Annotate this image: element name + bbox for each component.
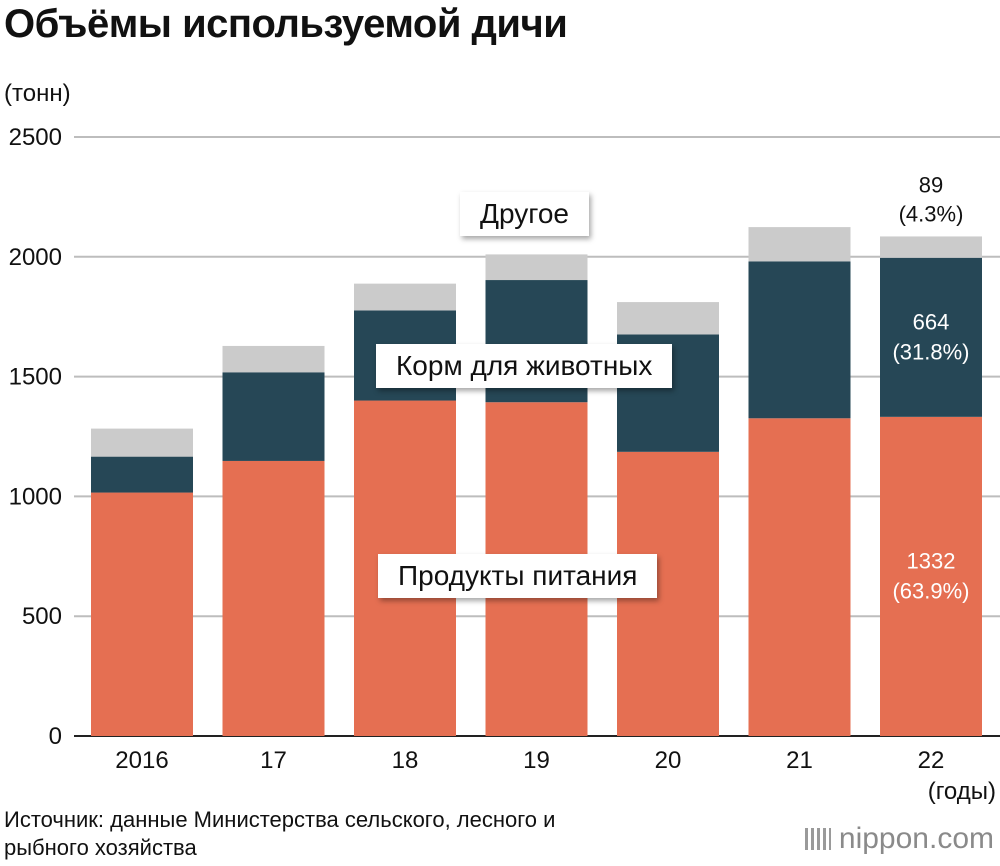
food-pct-label: (63.9%) [892, 578, 969, 603]
bar-segment-other [880, 236, 982, 258]
bar-segment-food [748, 418, 851, 736]
logo-bars-icon [804, 828, 831, 850]
legend-other: Другое [460, 192, 589, 236]
other-value-label: 89 [919, 172, 943, 197]
bar-segment-feed [222, 372, 325, 461]
brand-suffix: .com [928, 822, 994, 855]
y-tick-label: 2500 [9, 124, 62, 151]
y-unit-label: (тонн) [4, 80, 71, 107]
x-tick-label: 21 [786, 747, 813, 774]
bar-segment-other [485, 254, 588, 281]
source-note: Источник: данные Министерства сельского,… [4, 807, 556, 860]
other-pct-label: (4.3%) [899, 201, 964, 226]
x-tick-label: 19 [523, 747, 550, 774]
chart-title: Объёмы используемой дичи [4, 2, 568, 46]
x-tick-label: 22 [918, 747, 945, 774]
feed-value-label: 664 [913, 309, 950, 334]
y-tick-label: 0 [49, 723, 62, 750]
y-tick-label: 1500 [9, 364, 62, 391]
food-value-label: 1332 [907, 548, 956, 573]
bar-segment-other [354, 283, 456, 311]
x-unit-label: (годы) [927, 778, 996, 805]
bar-segment-feed [880, 257, 982, 417]
bar-segment-food [880, 416, 982, 736]
feed-pct-label: (31.8%) [892, 339, 969, 364]
bar-segment-other [222, 345, 325, 373]
x-tick-label: 2016 [115, 747, 168, 774]
bar-segment-feed [91, 456, 193, 493]
y-tick-label: 500 [22, 603, 62, 630]
bar-segment-food [222, 460, 325, 736]
brand-logo: nippon.com [804, 822, 994, 856]
legend-food: Продукты питания [378, 554, 658, 598]
legend-feed: Корм для животных [376, 344, 673, 388]
x-tick-label: 17 [260, 747, 287, 774]
x-tick-label: 20 [655, 747, 682, 774]
bar-segment-feed [748, 261, 851, 419]
bar-segment-other [748, 227, 851, 262]
y-tick-label: 1000 [9, 483, 62, 510]
brand-name: nippon [838, 822, 929, 855]
bar-segment-other [617, 302, 719, 335]
bar-segment-food [91, 492, 193, 736]
y-tick-label: 2000 [9, 244, 62, 271]
bar-segment-other [91, 428, 193, 457]
x-tick-label: 18 [392, 747, 419, 774]
